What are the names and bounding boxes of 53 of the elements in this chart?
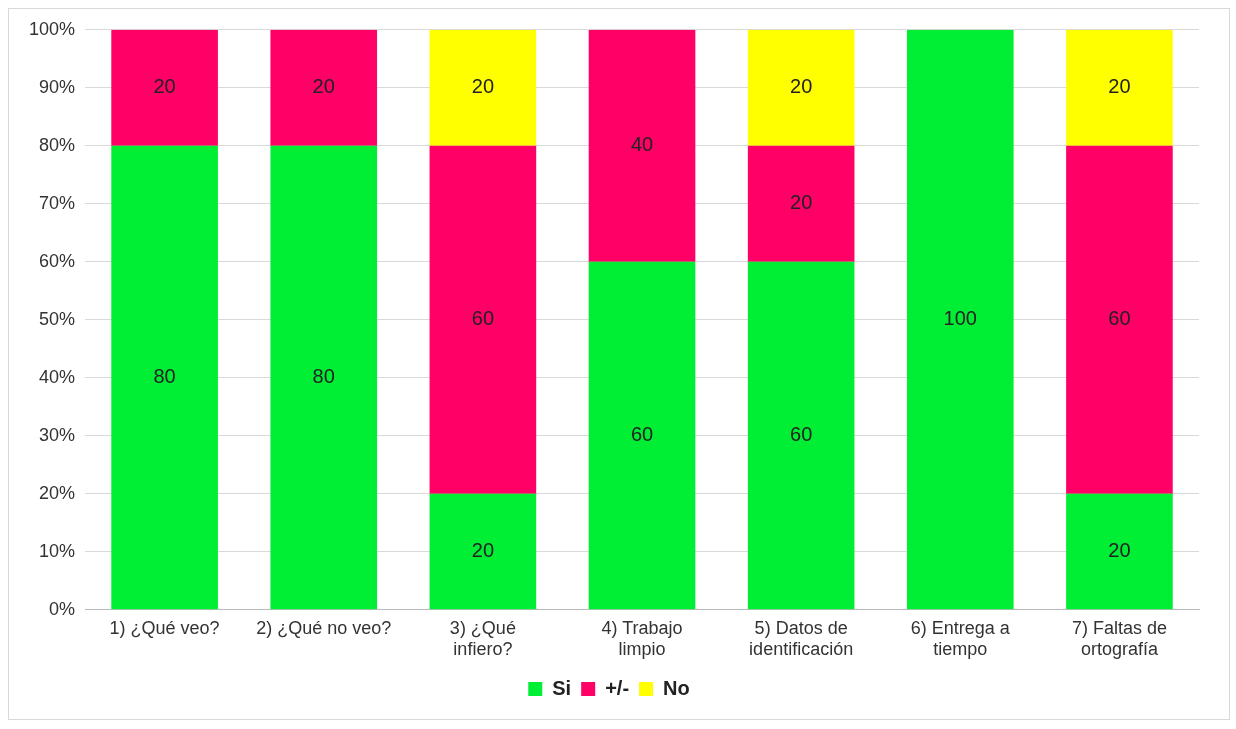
data-label: 20 [1108,539,1131,562]
data-label: 20 [790,191,813,214]
x-tick-label: 1) ¿Qué veo? [109,617,220,638]
legend-label: No [663,676,690,699]
x-tick-label: 4) Trabajo limpio [601,617,683,660]
bar [111,29,218,146]
data-label: 20 [471,539,495,562]
data-label: 60 [630,423,654,446]
y-tick-label: 40% [39,366,76,387]
y-tick-label: 100% [28,18,76,39]
data-label: 20 [471,75,495,98]
y-tick-label: 80% [39,134,76,155]
data-label: 100 [943,307,977,330]
data-label: 40 [630,133,654,156]
x-tick-label: 2) ¿Qué no veo? [256,617,392,638]
y-tick-label: 70% [39,192,76,213]
legend-label: Si [552,676,572,699]
legend-label: +/- [605,676,630,699]
x-tick-label: 7) Faltas de ortografía [1071,617,1167,660]
x-tick-label: 6) Entrega a tiempo [910,617,1011,660]
bar [111,145,218,610]
bar [747,29,855,146]
x-tick-label: 5) Datos de identificación [749,617,854,660]
data-label: 80 [312,365,335,388]
bar [429,145,537,494]
bar [588,261,696,610]
bar [747,261,855,610]
bar [747,145,855,262]
bar [588,29,696,262]
y-tick-label: 0% [49,598,76,619]
bar [429,29,537,146]
bar [906,29,1014,610]
bar [1066,145,1173,494]
x-tick-label: 3) ¿Qué infiero? [449,617,516,660]
data-label: 20 [312,75,335,98]
bar [1066,493,1173,610]
data-label: 60 [1108,307,1131,330]
bar [1066,29,1173,146]
data-label: 80 [153,365,176,388]
data-label: 20 [790,75,813,98]
bar [429,493,537,610]
data-label: 60 [790,423,813,446]
bar [270,145,378,610]
y-tick-label: 60% [39,250,76,271]
y-tick-label: 20% [39,482,76,503]
data-label: 20 [1108,75,1131,98]
y-tick-label: 50% [39,308,76,329]
data-label: 60 [471,307,495,330]
y-tick-label: 90% [39,76,76,97]
y-tick-label: 30% [39,424,76,445]
data-label: 20 [153,75,176,98]
y-tick-label: 10% [39,540,76,561]
bar [270,29,378,146]
